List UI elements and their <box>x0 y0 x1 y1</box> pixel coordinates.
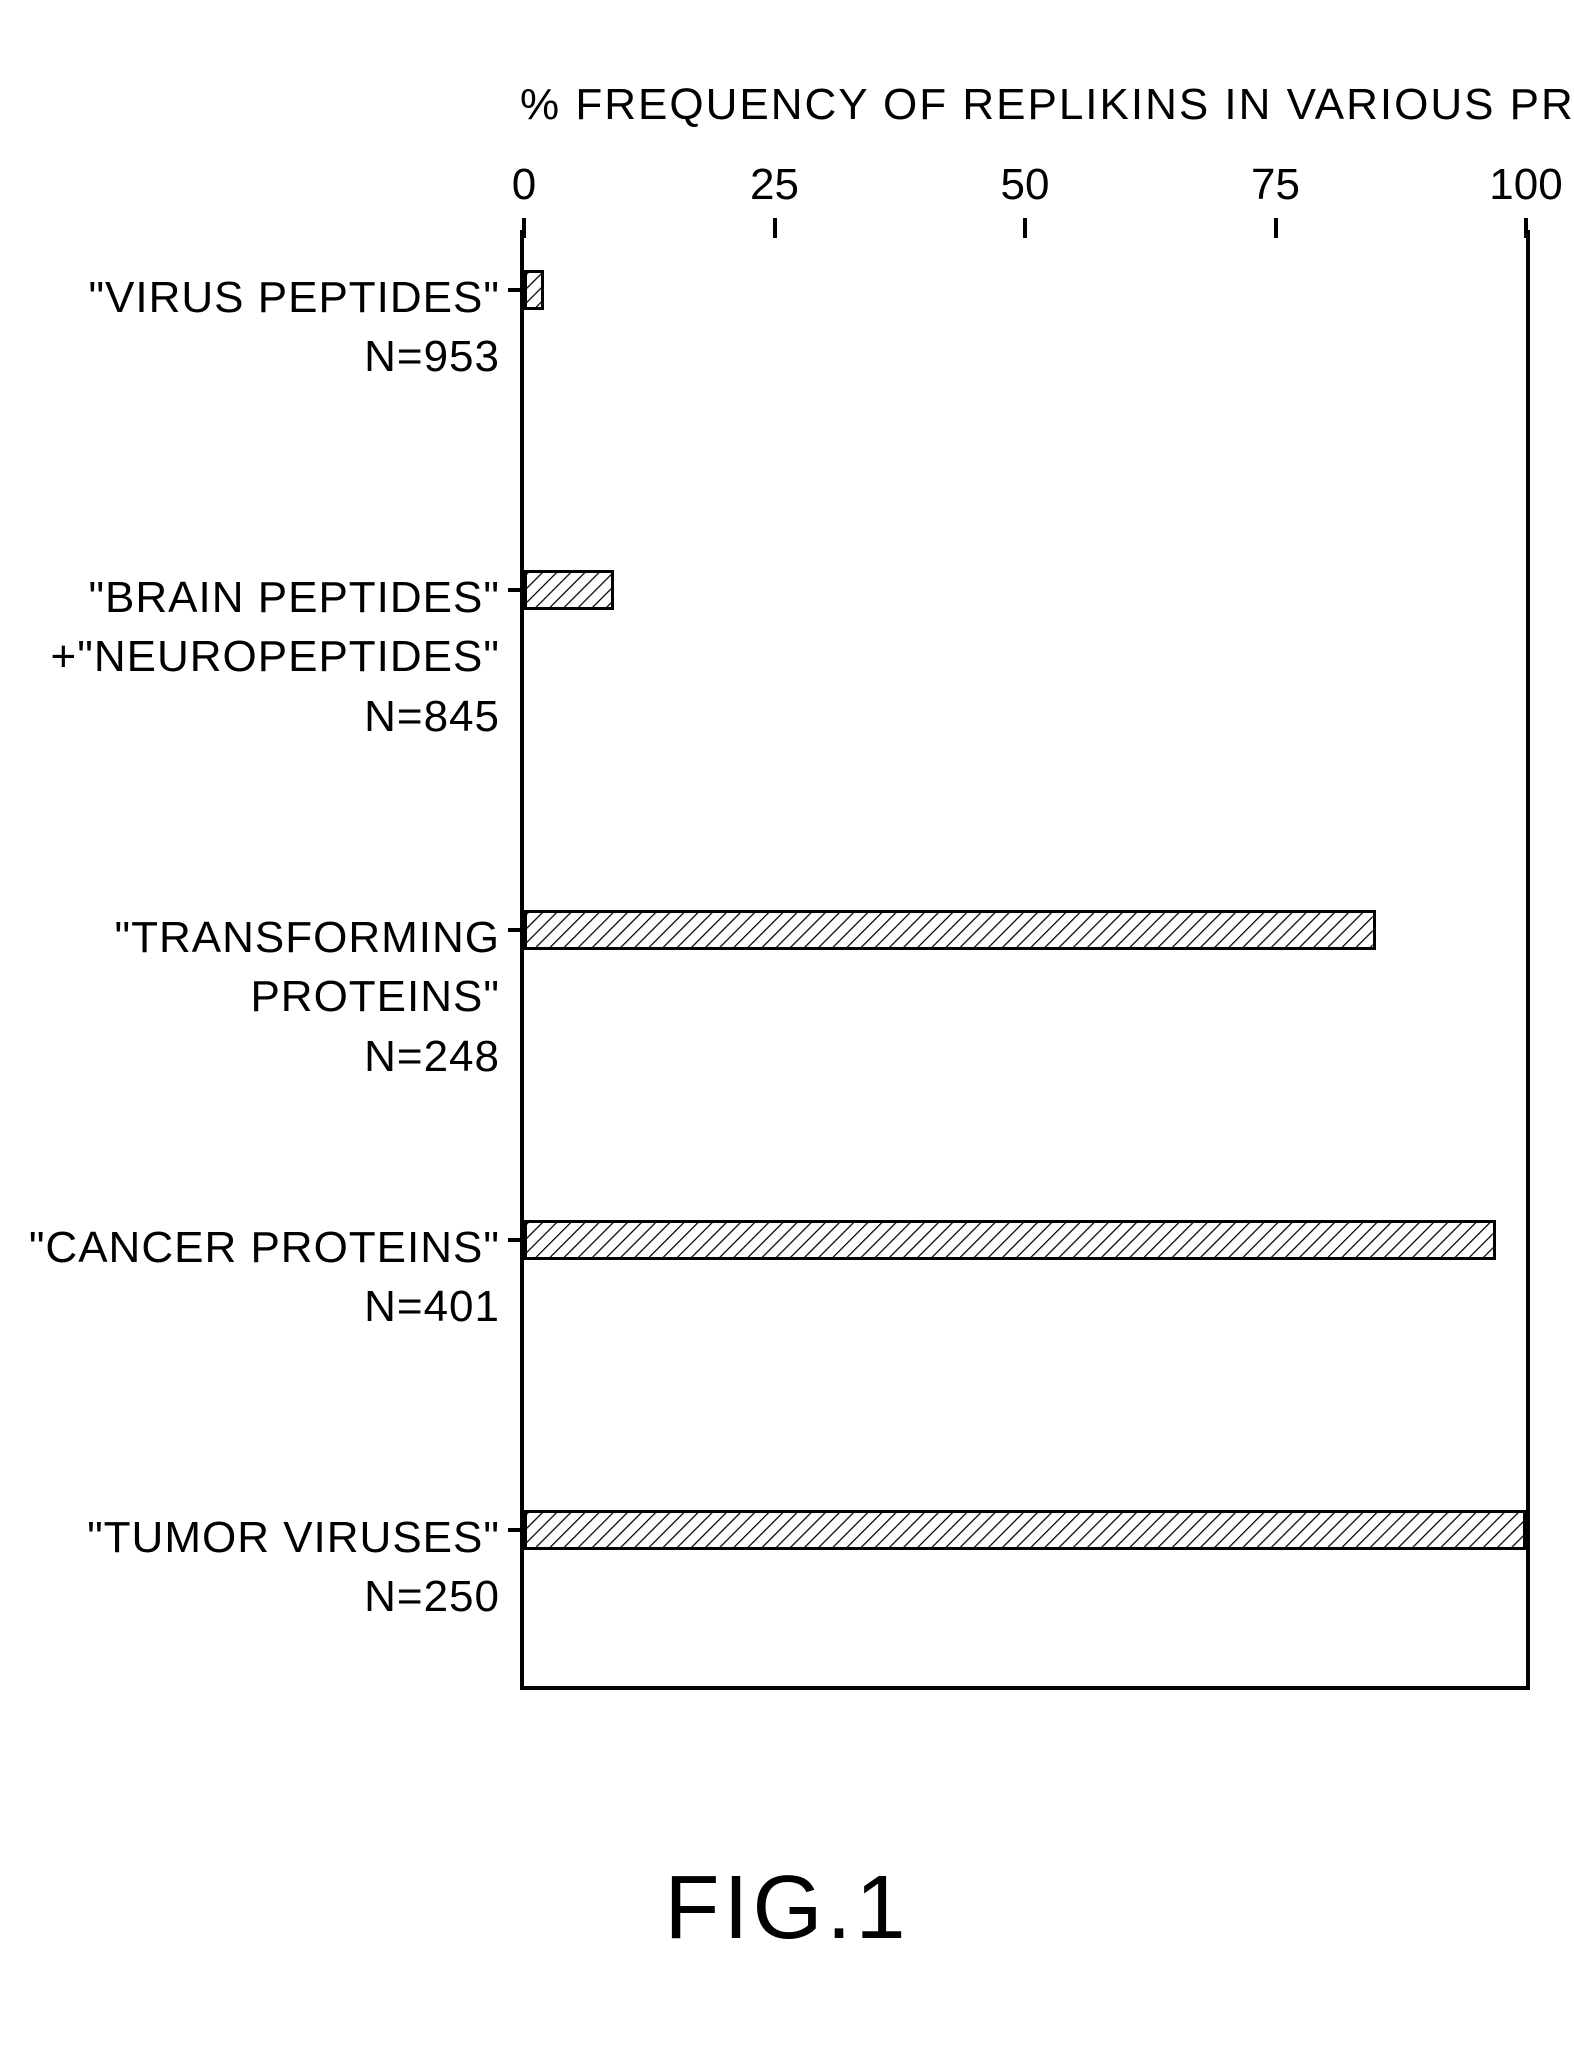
x-tick-label: 50 <box>985 160 1065 210</box>
category-label: "TRANSFORMINGPROTEINS"N=248 <box>115 908 501 1086</box>
category-label-line: "CANCER PROTEINS" <box>29 1218 500 1277</box>
category-label-line: N=845 <box>51 687 500 746</box>
bar-hatch <box>527 573 611 607</box>
category-label-line: N=248 <box>115 1027 501 1086</box>
bar-hatch <box>527 1223 1493 1257</box>
category-label-line: "TUMOR VIRUSES" <box>87 1508 500 1567</box>
bar <box>524 570 614 610</box>
y-tick-mark <box>508 1528 524 1532</box>
plot-area <box>520 230 1530 1690</box>
figure-caption: FIG.1 <box>40 1857 1534 1960</box>
category-label-line: N=250 <box>87 1567 500 1626</box>
x-tick-label: 75 <box>1236 160 1316 210</box>
category-label: "VIRUS PEPTIDES"N=953 <box>88 268 500 387</box>
bar-hatch <box>527 273 541 307</box>
bar <box>524 1510 1526 1550</box>
category-label-line: PROTEINS" <box>115 967 501 1026</box>
y-tick-mark <box>508 1238 524 1242</box>
category-label-line: N=953 <box>88 327 500 386</box>
bar <box>524 910 1376 950</box>
category-label-line: +"NEUROPEPTIDES" <box>51 627 500 686</box>
x-tick-label: 25 <box>735 160 815 210</box>
y-tick-mark <box>508 928 524 932</box>
category-label-line: "TRANSFORMING <box>115 908 501 967</box>
bar <box>524 270 544 310</box>
category-labels: "VIRUS PEPTIDES"N=953 "BRAIN PEPTIDES"+"N… <box>40 230 510 1690</box>
bar <box>524 1220 1496 1260</box>
figure-container: % FREQUENCY OF REPLIKINS IN VARIOUS PROT… <box>40 40 1534 2030</box>
category-label-line: "BRAIN PEPTIDES" <box>51 568 500 627</box>
category-label-line: "VIRUS PEPTIDES" <box>88 268 500 327</box>
x-axis-title: % FREQUENCY OF REPLIKINS IN VARIOUS PROT… <box>520 80 1574 130</box>
category-label: "CANCER PROTEINS"N=401 <box>29 1218 500 1337</box>
category-label-line: N=401 <box>29 1277 500 1336</box>
category-label: "TUMOR VIRUSES"N=250 <box>87 1508 500 1627</box>
x-tick-label: 100 <box>1486 160 1566 210</box>
x-tick-label: 0 <box>484 160 564 210</box>
category-label: "BRAIN PEPTIDES"+"NEUROPEPTIDES"N=845 <box>51 568 500 746</box>
bar-hatch <box>527 913 1373 947</box>
y-tick-mark <box>508 588 524 592</box>
y-tick-mark <box>508 288 524 292</box>
bar-hatch <box>527 1513 1523 1547</box>
